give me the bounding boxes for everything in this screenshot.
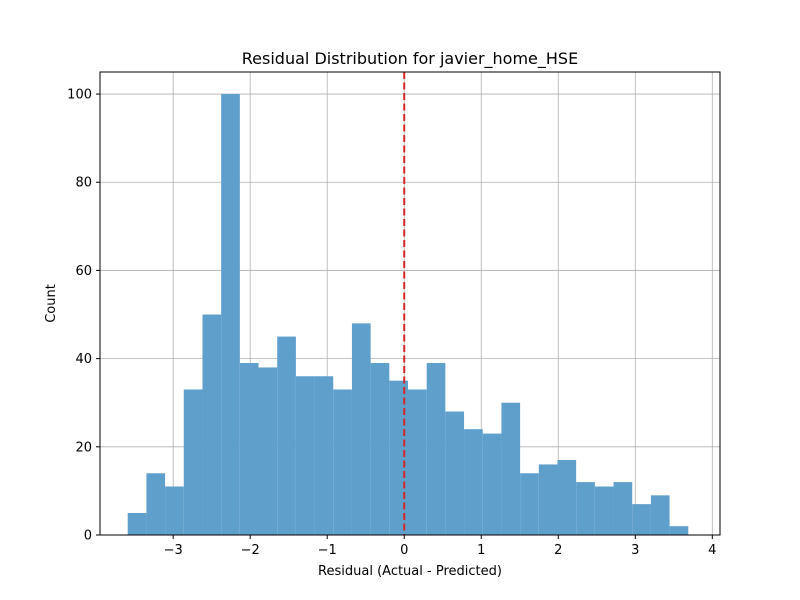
y-tick-label: 60 <box>75 264 92 279</box>
x-tick-label: 0 <box>400 543 408 558</box>
y-tick-label: 20 <box>75 440 92 455</box>
x-tick-label: 2 <box>554 543 562 558</box>
y-tick-label: 100 <box>67 88 92 103</box>
histogram-bar <box>482 433 502 535</box>
histogram-bar <box>239 363 259 535</box>
plot-frame <box>99 71 721 536</box>
histogram-bar <box>445 411 465 535</box>
histogram-bar <box>557 460 577 535</box>
histogram-bar <box>351 323 371 535</box>
y-tick-label: 0 <box>84 529 92 544</box>
x-tick-label: −2 <box>241 543 260 558</box>
histogram-bar <box>146 473 166 535</box>
histogram-bar <box>464 429 483 535</box>
histogram-bar <box>576 482 595 535</box>
histogram-bar <box>277 336 296 535</box>
histogram-bar <box>594 486 614 535</box>
y-axis-label: Count <box>44 284 59 323</box>
x-tick-label: 4 <box>708 543 716 558</box>
histogram-bars <box>127 94 689 536</box>
x-tick-label: −1 <box>318 543 337 558</box>
histogram-bar <box>165 486 184 535</box>
chart-title: Residual Distribution for javier_home_HS… <box>242 49 578 69</box>
x-tick-label: 3 <box>631 543 639 558</box>
histogram-bar <box>632 504 651 535</box>
x-axis-label: Residual (Actual - Predicted) <box>318 564 502 579</box>
y-tick-label: 80 <box>75 176 92 191</box>
y-tick-label: 40 <box>75 352 92 367</box>
histogram-bar <box>613 482 633 535</box>
histogram-bar <box>295 376 315 535</box>
histogram-bar <box>501 402 521 535</box>
histogram-bar <box>370 363 390 535</box>
histogram-bar <box>538 464 558 535</box>
x-tick-label: −3 <box>164 543 183 558</box>
histogram-bar <box>333 389 352 535</box>
histogram-bar <box>127 512 147 535</box>
histogram-bar <box>426 363 446 535</box>
histogram-bar <box>407 389 427 535</box>
histogram-bar <box>520 473 539 535</box>
histogram-bar <box>650 495 670 535</box>
histogram-bar <box>202 314 222 535</box>
histogram-bar <box>258 367 278 535</box>
x-tick-label: 1 <box>477 543 485 558</box>
histogram-bar <box>669 526 689 535</box>
histogram-bar <box>183 389 203 535</box>
histogram-bar <box>221 94 240 536</box>
histogram-bar <box>314 376 334 535</box>
